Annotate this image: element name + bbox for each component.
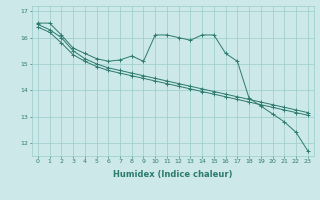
X-axis label: Humidex (Indice chaleur): Humidex (Indice chaleur) xyxy=(113,170,233,179)
